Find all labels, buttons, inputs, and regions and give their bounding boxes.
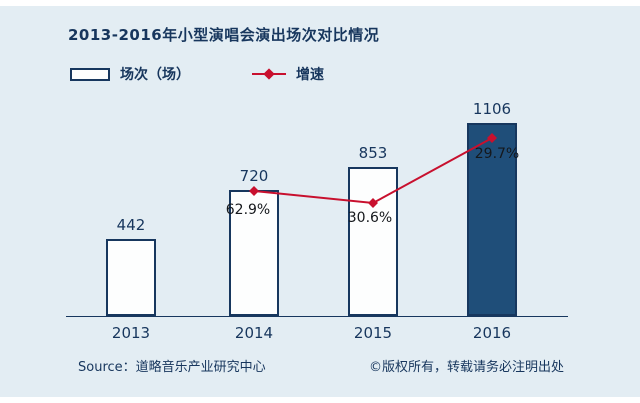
legend-item-line: 增速 <box>252 64 324 84</box>
line-swatch-icon <box>252 68 286 80</box>
legend: 场次（场） 增速 <box>70 64 324 84</box>
growth-label-2014: 62.9% <box>225 202 271 218</box>
top-margin-strip <box>0 0 640 6</box>
bar-value-2015: 853 <box>358 144 388 162</box>
x-axis-label-2014: 2014 <box>234 324 274 342</box>
source-note: Source：道略音乐产业研究中心 <box>78 360 266 375</box>
legend-item-bars: 场次（场） <box>70 64 190 84</box>
copyright-note: ©版权所有，转载请务必注明出处 <box>368 360 564 375</box>
bar-2013 <box>106 239 156 316</box>
bar-2015 <box>348 167 398 316</box>
legend-bar-label: 场次（场） <box>120 67 190 83</box>
bottom-margin-strip <box>0 397 640 403</box>
growth-label-2015: 30.6% <box>347 210 393 226</box>
bar-value-2014: 720 <box>239 167 269 185</box>
x-axis-label-2015: 2015 <box>353 324 393 342</box>
bar-2014 <box>229 190 279 316</box>
bar-value-2016: 1106 <box>472 100 512 118</box>
growth-label-2016: 29.7% <box>474 146 520 162</box>
bar-value-2013: 442 <box>116 216 146 234</box>
x-axis-line <box>66 316 568 317</box>
x-axis-label-2013: 2013 <box>111 324 151 342</box>
bar-swatch-icon <box>70 67 110 81</box>
chart-title: 2013-2016年小型演唱会演出场次对比情况 <box>68 26 380 44</box>
x-axis-label-2016: 2016 <box>472 324 512 342</box>
legend-line-label: 增速 <box>296 67 324 83</box>
